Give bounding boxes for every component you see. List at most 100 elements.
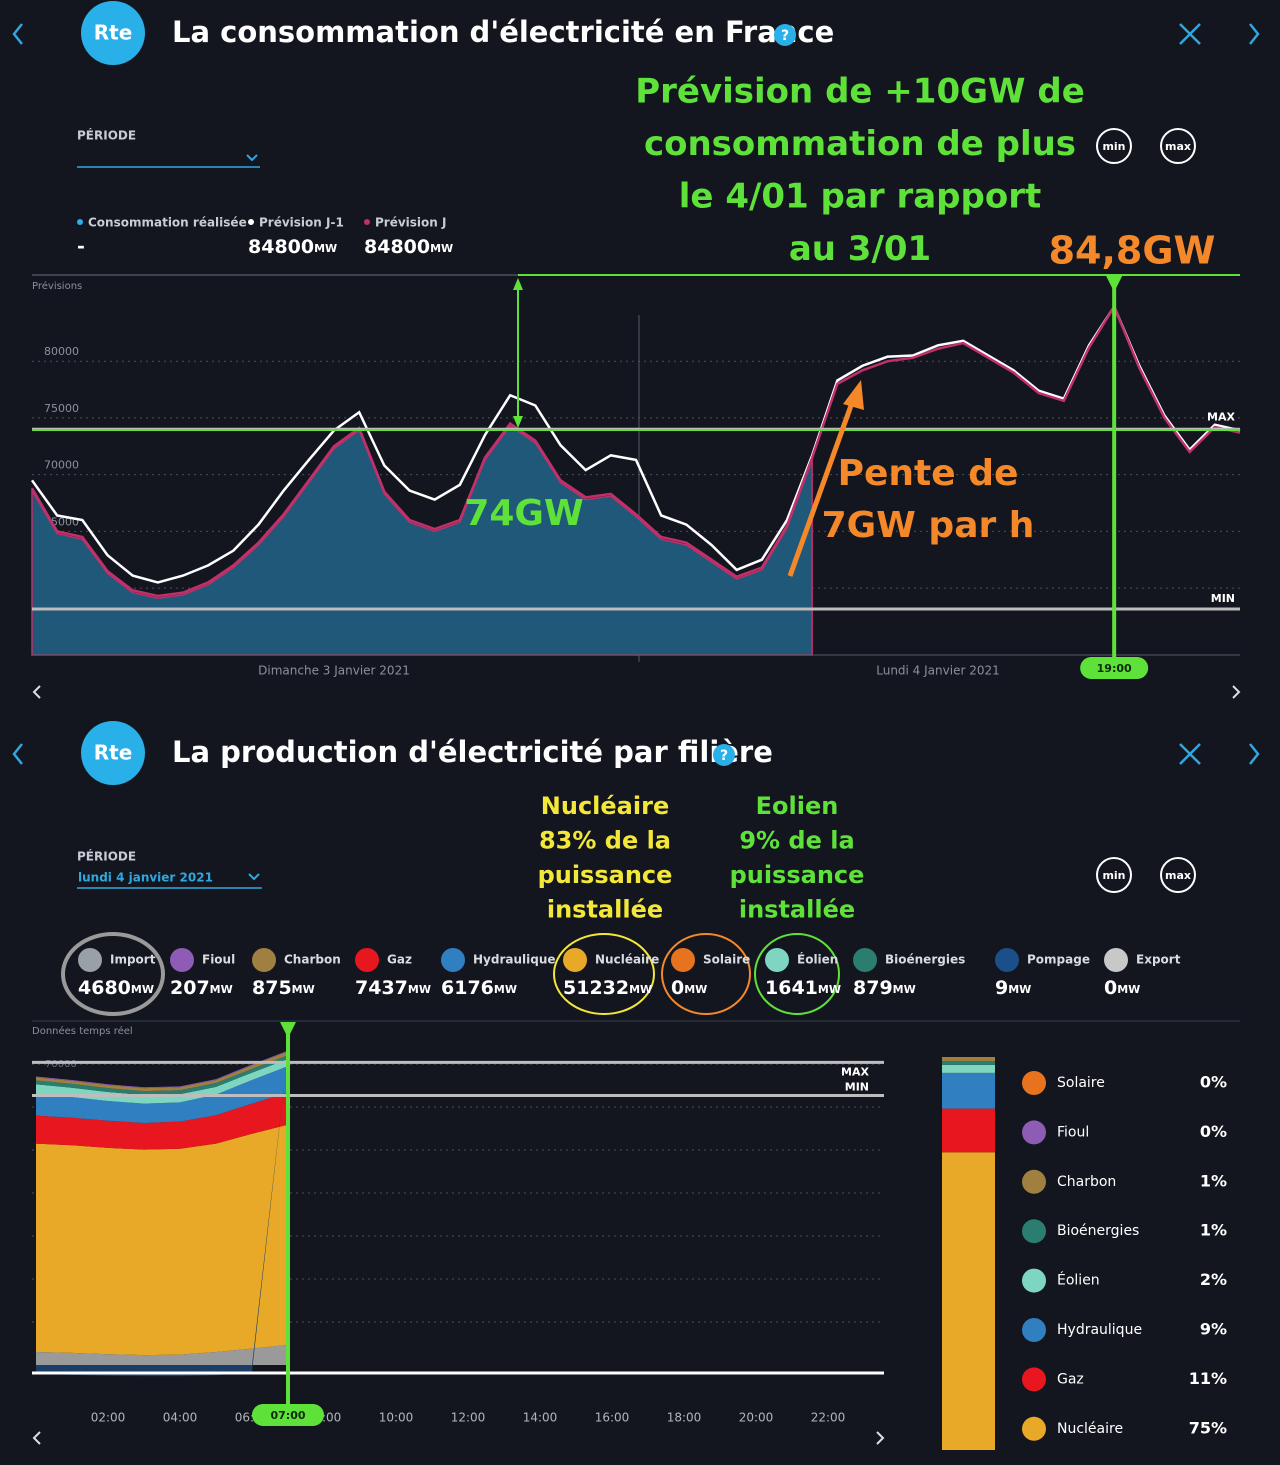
chart-prev[interactable] <box>32 1431 41 1445</box>
source-unit: MW <box>893 983 916 996</box>
button[interactable] <box>1160 857 1196 893</box>
share-value: 2% <box>1200 1270 1227 1289</box>
source-name: Charbon <box>284 953 341 967</box>
share-segment <box>942 1060 995 1065</box>
source-value-group: 0MW <box>671 977 707 999</box>
share-segment <box>942 1064 995 1073</box>
nav-prev[interactable] <box>12 23 23 45</box>
legend-value: 84800 <box>248 236 314 258</box>
annotation: 83% de la <box>539 827 671 855</box>
annotation: installée <box>739 896 855 924</box>
annotation: 9% de la <box>739 827 854 855</box>
nav-next[interactable] <box>1249 23 1260 45</box>
x-tick-label: 22:00 <box>811 1411 846 1425</box>
x-tick-label: 18:00 <box>667 1411 702 1425</box>
annotation: 84,8GW <box>1049 229 1216 273</box>
legend-value: 84800 <box>364 236 430 258</box>
annotation: 7GW par h <box>822 505 1035 546</box>
period-label: PÉRIODE <box>77 128 136 143</box>
chart-next[interactable] <box>1232 685 1241 699</box>
source-icon[interactable] <box>441 948 465 972</box>
cursor-label: 07:00 <box>270 1409 305 1422</box>
share-icon <box>1022 1367 1046 1392</box>
logo <box>81 1 145 65</box>
source-unit: MW <box>292 983 315 996</box>
source-icon[interactable] <box>671 948 695 972</box>
min-line-label: MIN <box>1211 592 1235 605</box>
cursor-head <box>1106 276 1123 292</box>
source-icon[interactable] <box>252 948 276 972</box>
source-icon[interactable] <box>355 948 379 972</box>
help-icon[interactable] <box>713 744 735 766</box>
source-name: Gaz <box>387 953 412 967</box>
source-unit: MW <box>1117 983 1140 996</box>
stacked-area <box>36 1059 288 1104</box>
highlight <box>661 933 751 1015</box>
min-line-label: MIN <box>845 1080 869 1093</box>
legend-dot <box>77 219 83 225</box>
y-tick-label: 80000 <box>44 345 79 358</box>
button[interactable] <box>1096 857 1132 893</box>
source-value-group: 4680MW <box>78 977 154 999</box>
source-value-group: 51232MW <box>563 977 652 999</box>
cursor-pill[interactable] <box>252 1404 324 1426</box>
cursor-pill[interactable] <box>1080 657 1149 679</box>
share-segment <box>942 1152 995 1450</box>
area-realised <box>31 424 813 656</box>
source-unit: MW <box>408 983 431 996</box>
panel-title: La production d'électricité par filière <box>172 735 773 769</box>
panel-title: La consommation d'électricité en France <box>172 15 834 49</box>
stacked-area <box>36 1124 288 1356</box>
share-icon <box>1022 1318 1046 1342</box>
logo-text: Rte <box>94 21 133 45</box>
source-value-group: 9MW <box>995 977 1031 999</box>
nav-prev[interactable] <box>12 743 23 765</box>
share-icon <box>1022 1071 1046 1095</box>
annotation: Eolien <box>756 792 839 820</box>
source-icon[interactable] <box>853 948 877 972</box>
source-icon[interactable] <box>78 948 102 972</box>
stacked-area <box>36 1051 288 1092</box>
source-name: Éolien <box>797 952 838 967</box>
cursor-head <box>280 1022 296 1038</box>
stacked-area <box>36 1344 288 1365</box>
legend-name: Consommation réalisée <box>88 216 247 230</box>
logo <box>81 721 145 785</box>
share-value: 9% <box>1200 1320 1227 1339</box>
source-icon[interactable] <box>1104 948 1128 972</box>
source-name: Solaire <box>703 953 750 967</box>
source-icon[interactable] <box>995 948 1019 972</box>
share-value: 75% <box>1189 1418 1227 1437</box>
annotation: Pente de <box>838 453 1019 494</box>
legend-value-group: 84800MW <box>248 236 337 258</box>
legend-value-group: 84800MW <box>364 236 453 258</box>
highlight <box>553 933 655 1015</box>
close[interactable] <box>1179 743 1201 765</box>
chart-prev[interactable] <box>32 685 41 699</box>
source-icon[interactable] <box>563 948 587 972</box>
share-icon <box>1022 1169 1046 1194</box>
source-value: 1641 <box>765 977 818 999</box>
button[interactable] <box>1160 128 1196 164</box>
legend-unit: MW <box>430 242 453 255</box>
arrow-head <box>513 416 523 428</box>
nav-next[interactable] <box>1249 743 1260 765</box>
source-value: 0 <box>1104 977 1117 999</box>
source-name: Bioénergies <box>885 953 965 967</box>
legend-dot <box>364 219 370 225</box>
y-axis-label: Données temps réel <box>32 1025 133 1037</box>
annotation: puissance <box>538 861 673 889</box>
source-icon[interactable] <box>170 948 194 972</box>
chart-next[interactable] <box>876 1431 885 1445</box>
source-value: 9 <box>995 977 1008 999</box>
source-icon[interactable] <box>765 948 789 972</box>
button-label: min <box>1102 140 1125 153</box>
source-value-group: 0MW <box>1104 977 1140 999</box>
close[interactable] <box>1179 23 1201 45</box>
max-line-label: MAX <box>841 1065 869 1078</box>
annotation: Nucléaire <box>541 792 669 820</box>
dropdown-chevron <box>246 154 258 162</box>
help-icon[interactable] <box>774 24 796 46</box>
button[interactable] <box>1096 128 1132 164</box>
